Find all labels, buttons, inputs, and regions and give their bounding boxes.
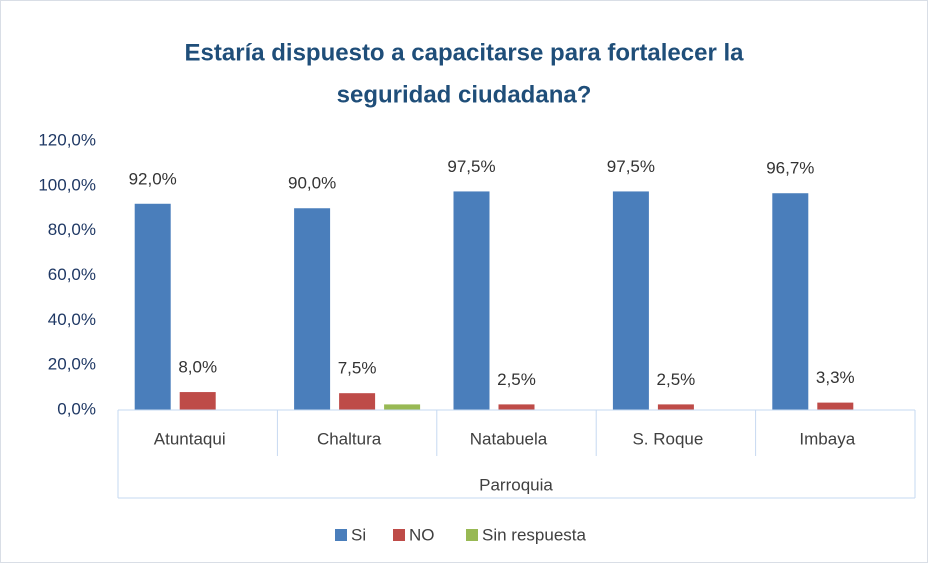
y-tick-label: 80,0%: [48, 220, 96, 239]
y-tick-label: 60,0%: [48, 265, 96, 284]
bar: [134, 203, 171, 410]
bar: [498, 404, 535, 410]
data-label: 97,5%: [607, 157, 655, 176]
y-tick-label: 100,0%: [38, 175, 96, 194]
data-label: 2,5%: [657, 370, 696, 389]
x-tick-label: Natabuela: [470, 429, 548, 448]
bar: [294, 208, 331, 410]
bar: [817, 402, 854, 410]
bar: [657, 404, 694, 410]
y-tick-label: 120,0%: [38, 130, 96, 149]
x-tick-label: Atuntaqui: [154, 429, 226, 448]
x-tick-label: S. Roque: [632, 429, 703, 448]
x-axis-label: Parroquia: [479, 475, 553, 494]
legend-label: Sin respuesta: [482, 525, 586, 544]
chart-title: Estaría dispuesto a capacitarse para for…: [185, 39, 745, 66]
data-label: 7,5%: [338, 359, 377, 378]
legend-label: Si: [351, 525, 366, 544]
bar: [612, 191, 649, 410]
bar: [772, 193, 809, 410]
data-label: 90,0%: [288, 174, 336, 193]
bar: [179, 392, 216, 410]
data-label: 3,3%: [816, 368, 855, 387]
y-tick-label: 0,0%: [57, 399, 96, 418]
bar: [453, 191, 490, 410]
data-label: 8,0%: [178, 358, 217, 377]
legend-label: NO: [409, 525, 435, 544]
legend-swatch: [335, 529, 347, 541]
data-label: 97,5%: [447, 157, 495, 176]
x-tick-label: Imbaya: [799, 429, 855, 448]
data-label: 96,7%: [766, 159, 814, 178]
y-tick-label: 40,0%: [48, 310, 96, 329]
x-tick-label: Chaltura: [317, 429, 382, 448]
bar: [339, 393, 376, 410]
data-label: 2,5%: [497, 370, 536, 389]
legend-swatch: [393, 529, 405, 541]
chart-title: seguridad ciudadana?: [337, 81, 592, 108]
bar: [384, 404, 421, 410]
data-label: 92,0%: [129, 169, 177, 188]
legend-swatch: [466, 529, 478, 541]
y-tick-label: 20,0%: [48, 355, 96, 374]
